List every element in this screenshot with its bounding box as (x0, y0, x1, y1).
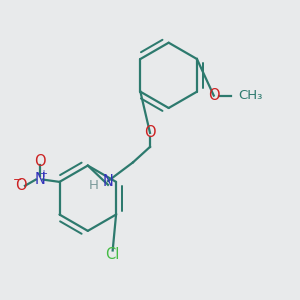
Text: N: N (34, 172, 45, 187)
Text: O: O (144, 125, 156, 140)
Text: O: O (34, 154, 45, 169)
Text: Cl: Cl (106, 247, 120, 262)
Text: CH₃: CH₃ (239, 89, 263, 102)
Text: N: N (103, 174, 113, 189)
Text: +: + (39, 169, 47, 179)
Text: O: O (208, 88, 220, 103)
Text: −: − (13, 175, 22, 185)
Text: H: H (89, 178, 99, 192)
Text: O: O (15, 178, 27, 193)
